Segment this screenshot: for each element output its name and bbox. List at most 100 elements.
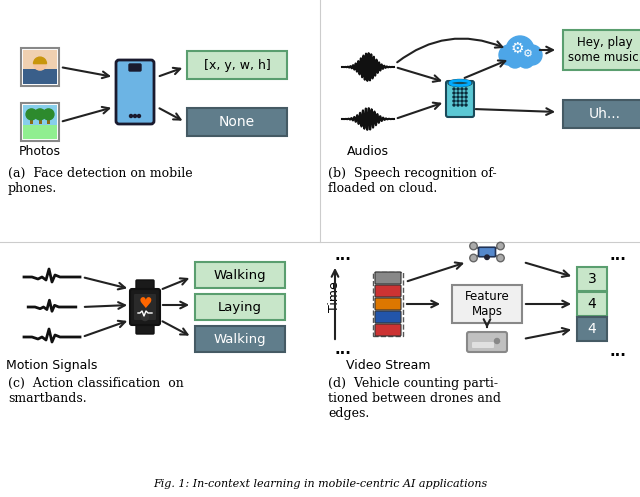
FancyBboxPatch shape: [467, 332, 507, 352]
Text: Hey, play
some music.: Hey, play some music.: [568, 36, 640, 64]
Circle shape: [495, 338, 499, 343]
Circle shape: [522, 45, 542, 65]
FancyBboxPatch shape: [21, 103, 59, 141]
FancyBboxPatch shape: [187, 51, 287, 79]
Text: ♥: ♥: [138, 297, 152, 312]
FancyBboxPatch shape: [446, 81, 474, 117]
Text: (d)  Vehicle counting parti-
tioned between drones and
edges.: (d) Vehicle counting parti- tioned betwe…: [328, 377, 501, 420]
Text: ⚙: ⚙: [510, 40, 524, 56]
Text: Video Stream: Video Stream: [346, 359, 430, 372]
Circle shape: [484, 255, 489, 259]
Text: Audios: Audios: [347, 145, 389, 158]
Circle shape: [470, 242, 477, 250]
Circle shape: [470, 254, 477, 262]
Circle shape: [518, 52, 534, 68]
Circle shape: [506, 36, 534, 64]
FancyBboxPatch shape: [375, 298, 401, 310]
FancyBboxPatch shape: [577, 317, 607, 341]
Circle shape: [465, 100, 467, 102]
FancyBboxPatch shape: [577, 292, 607, 316]
FancyBboxPatch shape: [38, 118, 42, 124]
FancyBboxPatch shape: [23, 69, 57, 84]
Text: None: None: [219, 115, 255, 129]
Text: (b)  Speech recognition of-
floaded on cloud.: (b) Speech recognition of- floaded on cl…: [328, 167, 497, 195]
Circle shape: [134, 114, 136, 117]
Text: Walking: Walking: [214, 332, 266, 345]
Circle shape: [453, 100, 455, 102]
Circle shape: [497, 242, 504, 250]
Text: 3: 3: [588, 272, 596, 286]
Circle shape: [453, 88, 455, 90]
Circle shape: [43, 109, 54, 120]
FancyBboxPatch shape: [195, 326, 285, 352]
Text: ...: ...: [335, 248, 351, 262]
FancyBboxPatch shape: [130, 289, 160, 325]
Text: (a)  Face detection on mobile
phones.: (a) Face detection on mobile phones.: [8, 167, 193, 195]
Circle shape: [138, 114, 141, 117]
FancyBboxPatch shape: [23, 50, 57, 84]
Circle shape: [461, 104, 463, 106]
FancyBboxPatch shape: [21, 48, 59, 86]
Circle shape: [465, 88, 467, 90]
Text: Walking: Walking: [214, 268, 266, 281]
Circle shape: [453, 92, 455, 94]
FancyBboxPatch shape: [375, 272, 401, 284]
FancyBboxPatch shape: [47, 118, 50, 124]
Circle shape: [26, 109, 37, 120]
Circle shape: [33, 57, 47, 70]
FancyBboxPatch shape: [30, 118, 33, 124]
Text: ...: ...: [335, 341, 351, 356]
Text: Uh...: Uh...: [589, 107, 621, 121]
Circle shape: [461, 88, 463, 90]
FancyBboxPatch shape: [472, 342, 494, 348]
FancyBboxPatch shape: [23, 105, 57, 139]
Ellipse shape: [448, 80, 472, 86]
Text: Time: Time: [328, 282, 342, 313]
FancyBboxPatch shape: [375, 285, 401, 297]
Text: Feature
Maps: Feature Maps: [465, 290, 509, 318]
Circle shape: [453, 96, 455, 98]
FancyBboxPatch shape: [129, 64, 141, 71]
Text: ...: ...: [609, 248, 627, 262]
FancyBboxPatch shape: [479, 247, 495, 257]
FancyBboxPatch shape: [23, 125, 57, 139]
Circle shape: [141, 314, 148, 321]
FancyBboxPatch shape: [136, 322, 154, 334]
FancyBboxPatch shape: [577, 267, 607, 291]
Text: Motion Signals: Motion Signals: [6, 359, 98, 372]
Circle shape: [129, 114, 132, 117]
Text: [x, y, w, h]: [x, y, w, h]: [204, 59, 270, 72]
FancyBboxPatch shape: [195, 262, 285, 288]
Text: (c)  Action classification  on
smartbands.: (c) Action classification on smartbands.: [8, 377, 184, 405]
Circle shape: [499, 45, 519, 65]
Text: Photos: Photos: [19, 145, 61, 158]
Circle shape: [35, 109, 45, 120]
Circle shape: [465, 92, 467, 94]
Circle shape: [453, 104, 455, 106]
FancyBboxPatch shape: [375, 324, 401, 336]
FancyBboxPatch shape: [134, 294, 156, 320]
FancyBboxPatch shape: [116, 60, 154, 124]
Text: ⚙: ⚙: [523, 49, 533, 59]
Circle shape: [465, 96, 467, 98]
Text: Fig. 1: In-context learning in mobile-centric AI applications: Fig. 1: In-context learning in mobile-ce…: [153, 479, 487, 489]
FancyBboxPatch shape: [375, 311, 401, 323]
Circle shape: [497, 254, 504, 262]
FancyBboxPatch shape: [195, 294, 285, 320]
FancyBboxPatch shape: [452, 285, 522, 323]
Circle shape: [457, 104, 459, 106]
Circle shape: [457, 88, 459, 90]
Circle shape: [457, 96, 459, 98]
Wedge shape: [33, 57, 47, 64]
Text: 4: 4: [588, 297, 596, 311]
FancyBboxPatch shape: [187, 108, 287, 136]
Circle shape: [507, 52, 523, 68]
Circle shape: [457, 100, 459, 102]
FancyBboxPatch shape: [563, 100, 640, 128]
FancyBboxPatch shape: [136, 280, 154, 292]
Circle shape: [461, 100, 463, 102]
Text: 4: 4: [588, 322, 596, 336]
Circle shape: [457, 92, 459, 94]
Circle shape: [461, 96, 463, 98]
Circle shape: [465, 104, 467, 106]
